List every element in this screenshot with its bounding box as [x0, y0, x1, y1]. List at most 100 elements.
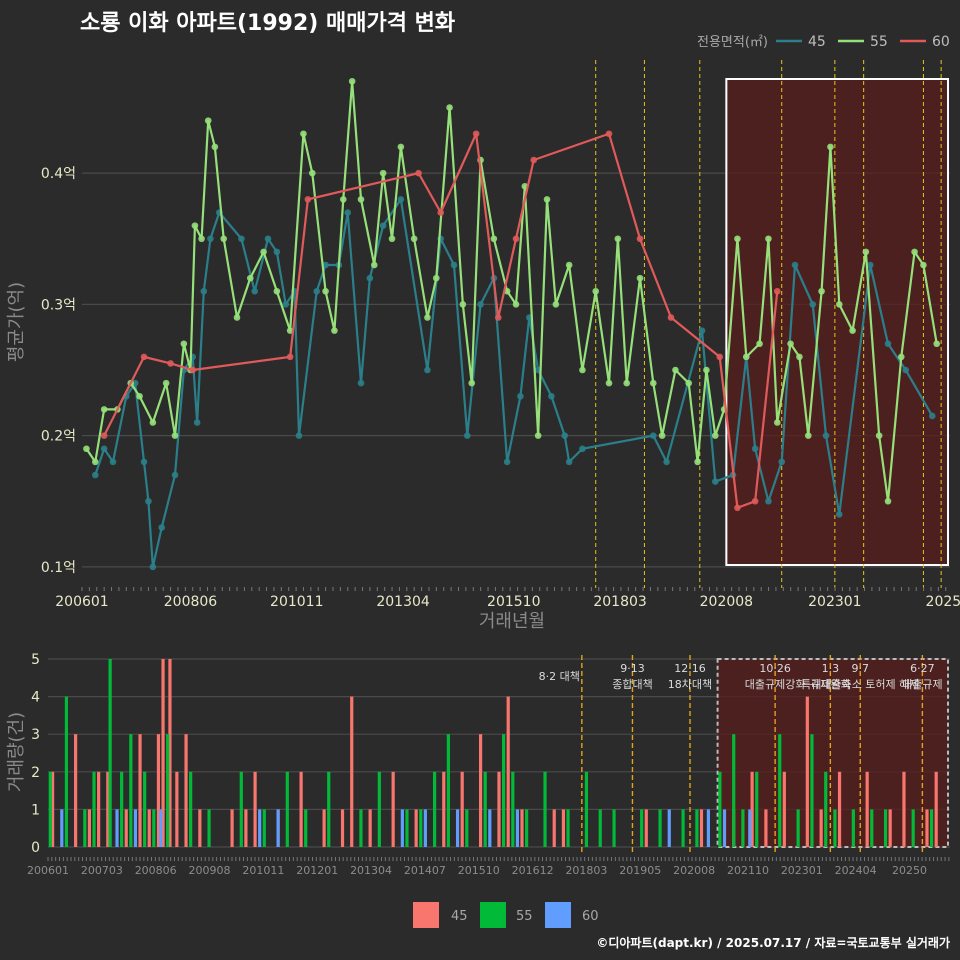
price-point-45 [322, 261, 329, 269]
chart-title: 소룡 이화 아파트(1992) 매매가격 변화 [80, 11, 455, 36]
policy-label-date: 12·16 [674, 662, 706, 675]
volume-bar-45 [865, 771, 869, 847]
volume-bar-60 [276, 809, 280, 847]
price-point-45 [450, 261, 458, 269]
price-point-55 [711, 432, 719, 439]
price-point-55 [579, 366, 586, 374]
volume-bar-45 [198, 809, 202, 847]
price-point-55 [198, 235, 205, 243]
price-point-60 [734, 504, 741, 512]
volume-y-tick-label: 0 [31, 840, 40, 856]
volume-bar-60 [515, 809, 520, 847]
volume-bar-45 [368, 809, 372, 847]
price-point-55 [884, 497, 892, 505]
price-point-45 [548, 392, 555, 400]
price-point-45 [109, 458, 117, 466]
price-point-55 [388, 235, 396, 243]
price-x-tick-label: 201011 [270, 594, 323, 610]
price-point-55 [804, 432, 812, 439]
price-point-55 [787, 340, 794, 348]
volume-bar-45 [561, 809, 566, 847]
volume-bar-45 [138, 734, 142, 847]
price-point-55 [220, 235, 228, 243]
volume-bar-45 [552, 809, 556, 847]
volume-bar-55 [543, 771, 547, 847]
volume-bar-55 [525, 809, 529, 847]
legend-label-60: 60 [932, 34, 950, 50]
price-point-45 [663, 458, 670, 466]
price-point-55 [862, 248, 870, 256]
volume-bar-45 [184, 734, 188, 847]
price-point-60 [530, 156, 538, 164]
policy-label: 8·2 대책 [539, 670, 580, 683]
volume-bar-55 [718, 771, 722, 847]
policy-label-name: 종합대책 [612, 678, 652, 691]
price-point-60 [716, 353, 724, 361]
legend-title: 전용면적(㎡) [697, 35, 768, 50]
volume-bar-45 [97, 771, 101, 847]
price-point-55 [827, 143, 834, 151]
volume-bar-45 [520, 809, 524, 847]
bar-legend-swatch-55 [480, 902, 506, 928]
price-point-55 [191, 222, 199, 229]
price-point-55 [552, 301, 560, 308]
price-point-55 [933, 340, 941, 348]
price-x-tick-label: 201510 [487, 594, 540, 610]
price-point-55 [911, 248, 918, 256]
price-point-55 [424, 314, 431, 321]
price-point-45 [207, 235, 214, 243]
price-point-45 [264, 235, 272, 243]
volume-bar-60 [423, 809, 427, 847]
volume-bar-55 [511, 771, 515, 847]
price-point-55 [149, 419, 157, 426]
volume-bar-55 [502, 734, 506, 847]
volume-bar-55 [120, 771, 124, 847]
volume-bar-55 [143, 771, 147, 847]
volume-bar-60 [455, 809, 460, 847]
volume-bar-55 [695, 809, 699, 847]
price-point-45 [171, 471, 179, 479]
bar-legend-label-45: 45 [451, 909, 468, 924]
price-point-55 [100, 406, 108, 413]
volume-bar-45 [230, 809, 234, 847]
volume-x-tick-label: 202008 [673, 864, 715, 877]
volume-y-tick-label: 3 [31, 727, 40, 743]
legend-label-45: 45 [808, 34, 826, 50]
price-point-45 [366, 274, 374, 282]
volume-x-tick-label: 202301 [781, 864, 823, 877]
price-point-55 [636, 274, 644, 282]
price-point-45 [866, 261, 874, 269]
volume-bar-45 [147, 809, 151, 847]
volume-bar-45 [156, 734, 161, 847]
price-x-tick-label: 201803 [593, 594, 646, 610]
price-point-55 [796, 353, 803, 361]
volume-bar-45 [644, 809, 648, 847]
volume-bar-55 [612, 809, 616, 847]
price-point-60 [773, 287, 781, 295]
price-point-60 [189, 366, 197, 374]
volume-bar-55 [64, 696, 69, 847]
price-point-60 [415, 169, 422, 177]
volume-bar-55 [732, 734, 736, 847]
volume-bar-45 [106, 771, 110, 847]
price-y-tick-label: 0.4억 [41, 166, 76, 182]
volume-bar-55 [304, 809, 308, 847]
price-point-55 [605, 379, 613, 387]
volume-bar-45 [925, 809, 929, 847]
price-point-55 [742, 353, 750, 361]
price-point-60 [167, 360, 174, 367]
price-point-60 [100, 432, 108, 439]
price-point-45 [503, 458, 511, 466]
price-point-45 [158, 524, 166, 531]
price-point-55 [410, 235, 418, 243]
volume-bar-60 [133, 809, 138, 847]
volume-y-tick-label: 2 [31, 765, 40, 781]
price-point-60 [472, 130, 480, 138]
policy-label-name: 대출규제 [902, 678, 942, 691]
volume-bar-55 [883, 809, 888, 847]
volume-bar-55 [810, 734, 814, 847]
policy-label-date: 10·26 [759, 662, 791, 675]
price-point-55 [592, 287, 600, 295]
bar-legend-swatch-45 [413, 902, 439, 928]
